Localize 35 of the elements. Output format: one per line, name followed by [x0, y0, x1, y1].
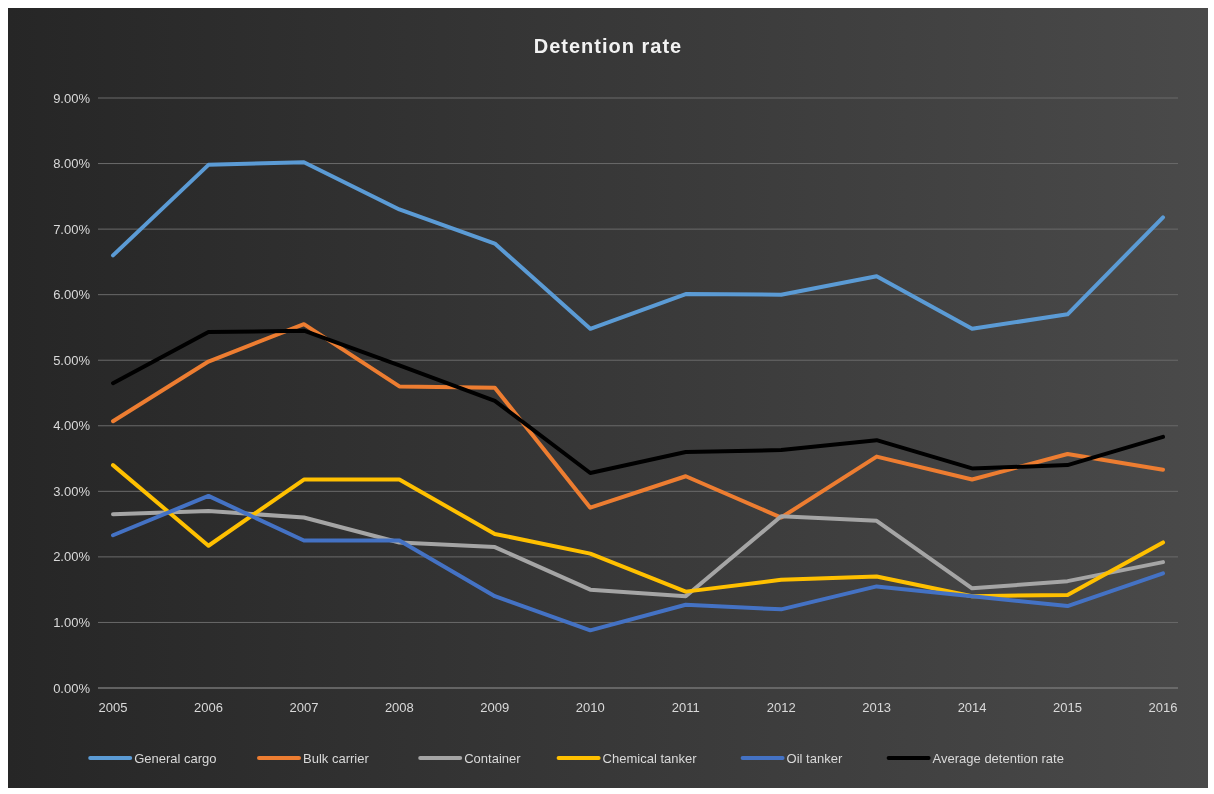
legend-label: General cargo — [134, 750, 217, 766]
legend-label: Oil tanker — [786, 750, 843, 766]
x-tick-label: 2005 — [98, 700, 128, 715]
y-tick-label: 3.00% — [53, 483, 91, 499]
x-tick-label: 2012 — [766, 700, 796, 715]
x-tick-label: 2008 — [384, 700, 414, 715]
y-tick-label: 5.00% — [53, 352, 91, 368]
legend-label: Container — [464, 750, 522, 766]
y-tick-label: 9.00% — [53, 90, 91, 106]
y-tick-label: 0.00% — [53, 680, 91, 696]
x-tick-label: 2014 — [957, 700, 987, 715]
legend-label: Average detention rate — [932, 750, 1064, 766]
line-series — [111, 328, 1165, 475]
x-tick-label: 2007 — [289, 700, 319, 715]
x-tick-label: 2011 — [671, 700, 700, 715]
y-tick-label: 7.00% — [53, 221, 91, 237]
chart-title: Detention rate — [533, 35, 683, 57]
y-tick-label: 4.00% — [53, 418, 91, 434]
line-series — [111, 493, 1165, 633]
x-tick-label: 2006 — [193, 700, 223, 715]
y-tick-label: 6.00% — [53, 287, 91, 303]
x-tick-label: 2015 — [1053, 700, 1083, 715]
x-tick-label: 2009 — [480, 700, 510, 715]
line-series — [111, 509, 1165, 599]
y-tick-label: 2.00% — [53, 549, 91, 565]
x-tick-label: 2010 — [575, 700, 605, 715]
line-series — [111, 160, 1165, 331]
legend-label: Chemical tanker — [602, 750, 698, 766]
y-tick-label: 8.00% — [53, 156, 91, 172]
line-series — [111, 322, 1165, 520]
y-tick-label: 1.00% — [53, 614, 91, 630]
x-tick-label: 2013 — [862, 700, 892, 715]
line-series — [111, 463, 1165, 599]
legend-label: Bulk carrier — [303, 750, 370, 766]
x-tick-label: 2016 — [1148, 700, 1178, 715]
